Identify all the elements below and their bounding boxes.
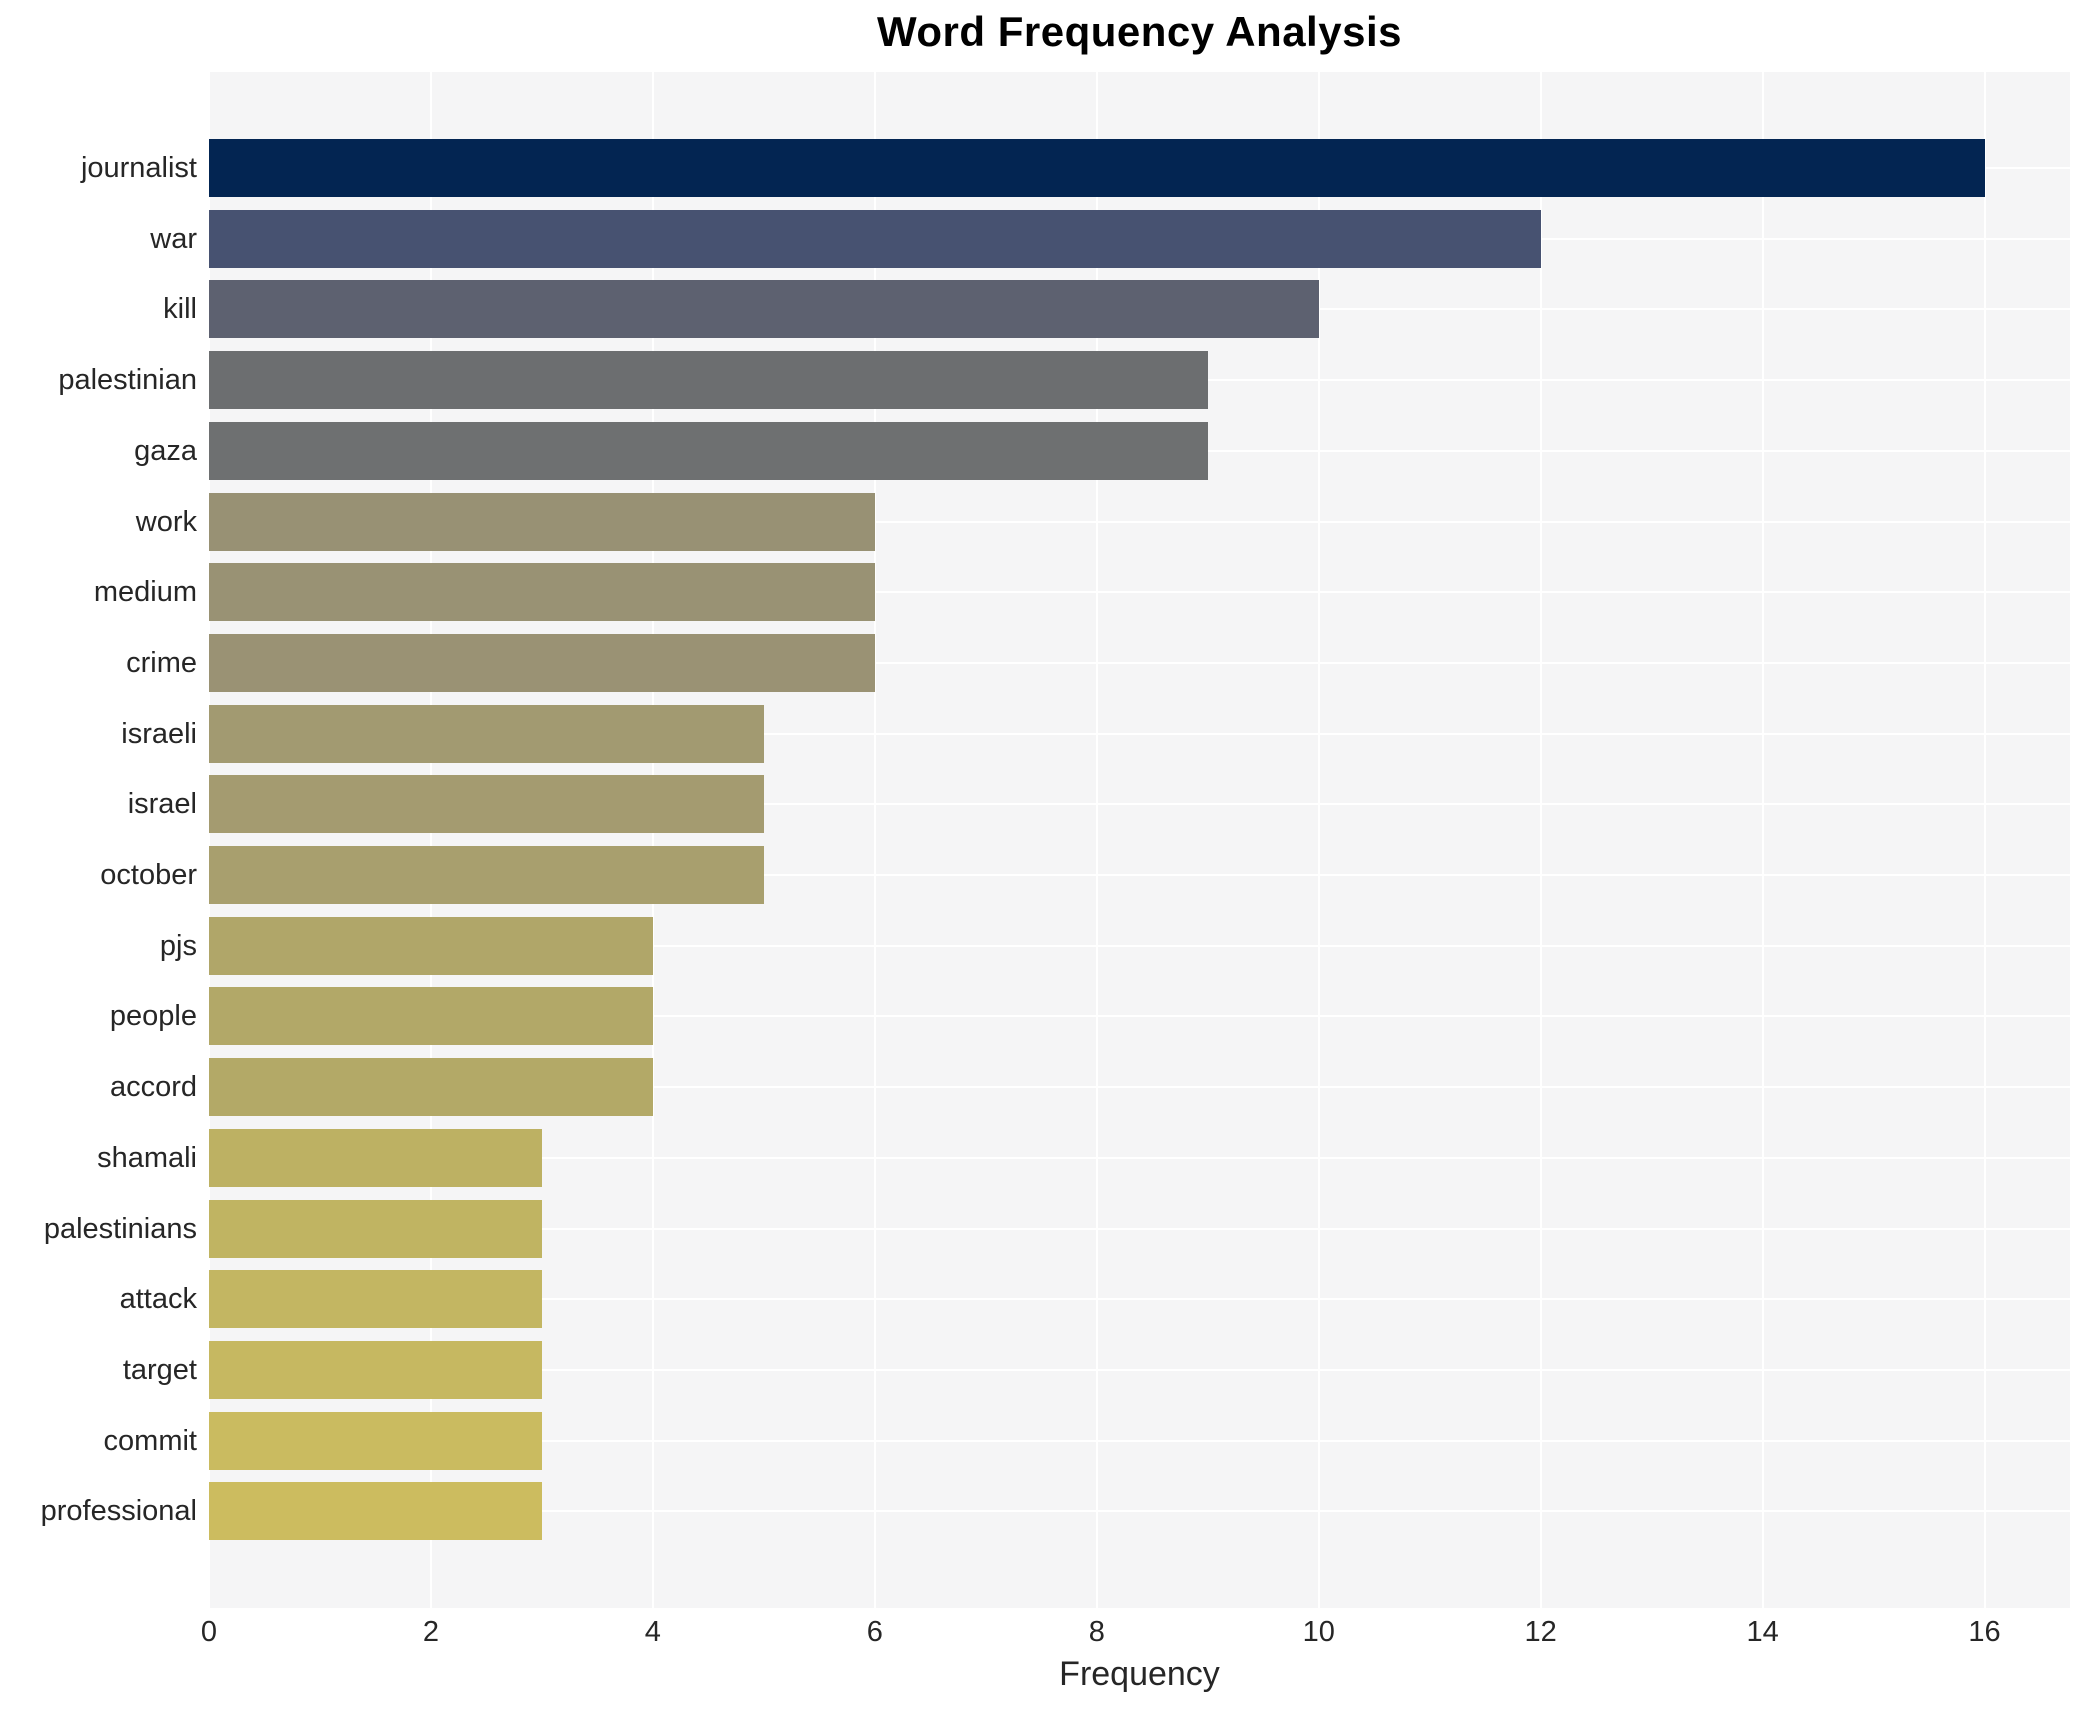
x-tick-label-10: 10 [1302,1616,1335,1648]
gridline-vertical [1761,72,1764,1608]
category-label-attack: attack [119,1283,197,1316]
category-label-work: work [135,505,197,538]
gridline-vertical [1539,72,1542,1608]
x-tick-label-6: 6 [866,1616,883,1648]
x-tick-label-2: 2 [422,1616,439,1648]
gridline-horizontal [209,1015,2070,1018]
gridline-horizontal [209,520,2070,523]
gridline-vertical [651,72,654,1608]
bar-attack [209,1270,542,1329]
gridline-horizontal [209,1368,2070,1371]
gridline-vertical [873,72,876,1608]
category-label-commit: commit [103,1424,197,1457]
gridline-vertical [1983,72,1986,1608]
bar-medium [209,563,875,622]
bar-work [209,492,875,551]
gridline-horizontal [209,1227,2070,1230]
x-axis-title: Frequency [1059,1655,1220,1693]
category-label-shamali: shamali [97,1141,197,1174]
x-tick-label-12: 12 [1524,1616,1557,1648]
category-label-october: october [100,859,197,891]
category-label-crime: crime [126,646,197,679]
x-tick-label-0: 0 [200,1616,218,1648]
category-label-accord: accord [109,1071,197,1104]
bar-pjs [209,916,653,975]
chart-title: Word Frequency Analysis [877,8,1402,55]
category-label-israeli: israeli [121,717,197,750]
gridline-vertical [1317,72,1320,1608]
category-label-war: war [150,222,197,255]
bar-crime [209,633,875,692]
x-tick-label-4: 4 [644,1616,661,1648]
bar-kill [209,280,1319,339]
category-label-target: target [122,1353,197,1386]
gridline-vertical [1095,72,1098,1608]
gridline-horizontal [209,732,2070,735]
x-tick-label-8: 8 [1088,1616,1105,1648]
category-label-medium: medium [93,576,197,609]
category-label-gaza: gaza [134,434,197,467]
gridline-horizontal [209,944,2070,947]
bar-target [209,1340,542,1399]
gridline-horizontal [209,1510,2070,1513]
bar-october [209,846,764,904]
gridline-horizontal [209,591,2070,594]
category-label-israel: israel [127,788,197,821]
category-label-people: people [109,1000,197,1033]
x-tick-label-16: 16 [1968,1616,2001,1648]
bar-professional [209,1482,542,1541]
bar-israel [209,775,764,834]
gridline-horizontal [209,803,2070,806]
gridline-horizontal [209,1156,2070,1159]
plot-area [208,72,2070,1608]
bar-journalist [209,139,1985,197]
gridline-horizontal [209,1439,2070,1442]
gridline-horizontal [209,661,2070,664]
category-label-palestinians: palestinians [43,1212,197,1245]
bar-accord [209,1058,653,1117]
category-label-pjs: pjs [159,929,197,962]
bar-gaza [209,421,1208,480]
bar-shamali [209,1128,542,1187]
bar-palestinians [209,1199,542,1258]
bar-commit [209,1411,542,1470]
gridline-vertical [208,72,210,1608]
bar-people [209,987,653,1046]
gridline-horizontal [209,1086,2070,1089]
gridline-horizontal [209,874,2070,876]
bar-war [209,209,1541,268]
gridline-vertical [429,72,432,1608]
category-label-kill: kill [163,293,197,326]
bar-israeli [209,704,764,763]
x-tick-label-14: 14 [1746,1616,1779,1648]
gridline-horizontal [209,1298,2070,1301]
category-label-professional: professional [40,1495,197,1528]
bar-palestinian [209,351,1208,410]
category-label-journalist: journalist [80,152,197,184]
category-label-palestinian: palestinian [58,364,197,397]
